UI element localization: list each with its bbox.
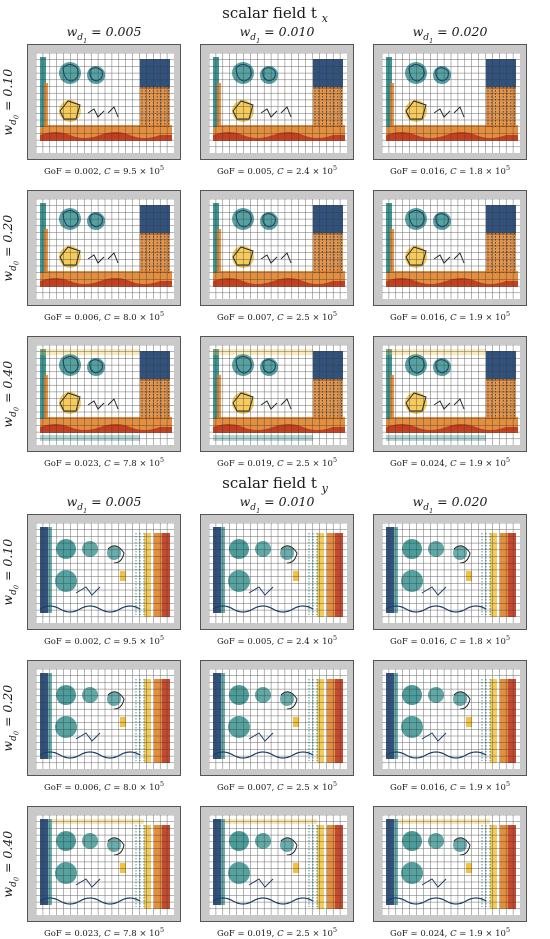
grid-lines: [36, 815, 174, 915]
grid-lines: [36, 199, 174, 299]
row-label: wd0 = 0.40: [0, 830, 21, 898]
orange-band: [213, 417, 345, 431]
grid-lines: [209, 523, 347, 623]
panel-ty: [373, 514, 527, 630]
grid-lines: [209, 669, 347, 769]
panel-tx: [27, 44, 181, 160]
grid-lines: [36, 345, 174, 445]
grid-lines: [36, 669, 174, 769]
grid-lines: [209, 199, 347, 299]
scalar-field-plot: [36, 53, 174, 153]
orange-band: [40, 271, 172, 285]
panel-tx: [200, 336, 354, 452]
panel-tx: [373, 336, 527, 452]
panel-ty: [373, 660, 527, 776]
grid-lines: [209, 345, 347, 445]
panel-caption: GoF = 0.024, C = 1.9 × 105: [389, 456, 511, 469]
scalar-field-plot: [36, 815, 174, 915]
panel-caption: GoF = 0.023, C = 7.8 × 105: [43, 456, 165, 469]
scalar-field-plot: [36, 345, 174, 445]
row-label: wd0 = 0.20: [0, 214, 21, 282]
panel-ty: [27, 806, 181, 922]
panel-tx: [27, 336, 181, 452]
grid-lines: [36, 53, 174, 153]
panel-caption: GoF = 0.005, C = 2.4 × 105: [216, 634, 338, 647]
panel-caption: GoF = 0.006, C = 8.0 × 105: [43, 310, 165, 323]
panel-caption: GoF = 0.016, C = 1.8 × 105: [389, 634, 511, 647]
grid-lines: [36, 523, 174, 623]
panel-caption: GoF = 0.019, C = 2.5 × 105: [216, 456, 338, 469]
grid-lines: [382, 669, 520, 769]
scalar-field-plot: [382, 669, 520, 769]
grid-lines: [382, 815, 520, 915]
scalar-field-plot: [209, 53, 347, 153]
column-header: wd1 = 0.010: [239, 494, 315, 515]
panel-ty: [373, 806, 527, 922]
panel-caption: GoF = 0.002, C = 9.5 × 105: [43, 164, 165, 177]
scalar-field-plot: [209, 345, 347, 445]
row-label: wd0 = 0.20: [0, 684, 21, 752]
scalar-field-plot: [382, 199, 520, 299]
panel-caption: GoF = 0.006, C = 8.0 × 105: [43, 780, 165, 793]
scalar-field-plot: [209, 199, 347, 299]
scalar-field-plot: [36, 523, 174, 623]
title-symbol: y: [321, 482, 328, 495]
scalar-field-plot: [382, 815, 520, 915]
panel-ty: [200, 660, 354, 776]
panel-caption: GoF = 0.024, C = 1.9 × 105: [389, 926, 511, 939]
scalar-field-plot: [209, 669, 347, 769]
scalar-field-plot: [36, 199, 174, 299]
column-header: wd1 = 0.020: [412, 494, 488, 515]
panel-tx: [373, 44, 527, 160]
panel-ty: [200, 806, 354, 922]
orange-band: [386, 271, 518, 285]
panel-tx: [373, 190, 527, 306]
panel-ty: [200, 514, 354, 630]
scalar-field-plot: [209, 523, 347, 623]
panel-caption: GoF = 0.005, C = 2.4 × 105: [216, 164, 338, 177]
grid-lines: [209, 53, 347, 153]
grid-lines: [382, 199, 520, 299]
panel-caption: GoF = 0.002, C = 9.5 × 105: [43, 634, 165, 647]
panel-tx: [200, 44, 354, 160]
panel-caption: GoF = 0.007, C = 2.5 × 105: [216, 310, 338, 323]
scalar-field-plot: [382, 523, 520, 623]
grid-lines: [382, 345, 520, 445]
grid-lines: [382, 53, 520, 153]
scalar-field-plot: [36, 669, 174, 769]
row-label: wd0 = 0.10: [0, 538, 21, 606]
panel-caption: GoF = 0.007, C = 2.5 × 105: [216, 780, 338, 793]
orange-band: [386, 417, 518, 431]
scalar-field-plot: [209, 815, 347, 915]
orange-band: [213, 271, 345, 285]
row-label: wd0 = 0.10: [0, 68, 21, 136]
column-header: wd1 = 0.010: [239, 24, 315, 45]
row-label: wd0 = 0.40: [0, 360, 21, 428]
grid-lines: [209, 815, 347, 915]
orange-band: [213, 125, 345, 139]
panel-caption: GoF = 0.016, C = 1.9 × 105: [389, 780, 511, 793]
orange-band: [40, 125, 172, 139]
panel-caption: GoF = 0.023, C = 7.8 × 105: [43, 926, 165, 939]
panel-ty: [27, 514, 181, 630]
scalar-field-plot: [382, 53, 520, 153]
column-header: wd1 = 0.005: [66, 24, 142, 45]
panel-caption: GoF = 0.016, C = 1.8 × 105: [389, 164, 511, 177]
panel-ty: [27, 660, 181, 776]
orange-band: [386, 125, 518, 139]
panel-tx: [27, 190, 181, 306]
panel-caption: GoF = 0.019, C = 2.5 × 105: [216, 926, 338, 939]
grid-lines: [382, 523, 520, 623]
title-symbol: x: [321, 12, 328, 25]
column-header: wd1 = 0.005: [66, 494, 142, 515]
section-title: scalar field t y: [222, 474, 328, 495]
column-header: wd1 = 0.020: [412, 24, 488, 45]
orange-band: [40, 417, 172, 431]
section-title: scalar field t x: [222, 4, 328, 25]
panel-caption: GoF = 0.016, C = 1.9 × 105: [389, 310, 511, 323]
panel-tx: [200, 190, 354, 306]
scalar-field-plot: [382, 345, 520, 445]
